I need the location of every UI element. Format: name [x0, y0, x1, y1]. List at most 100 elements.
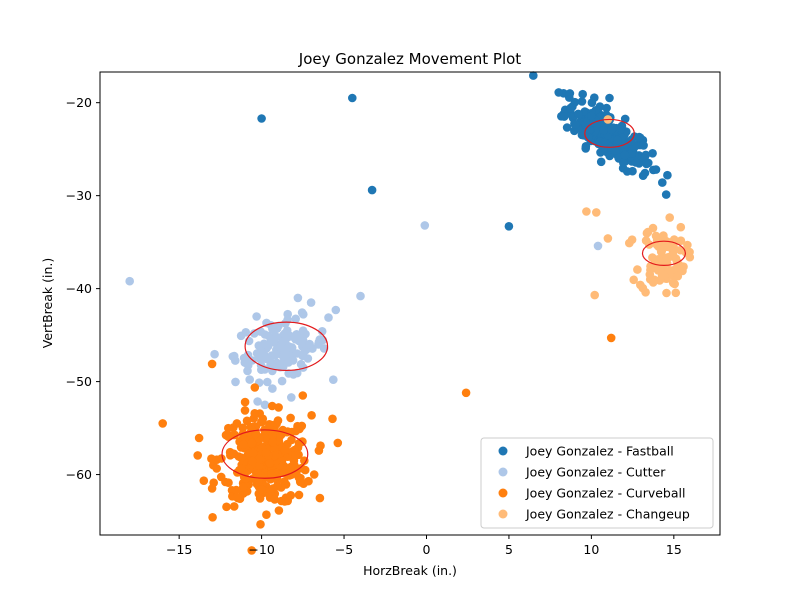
data-point [245, 375, 254, 384]
y-tick-label: −30 [66, 188, 92, 203]
data-point [683, 240, 692, 250]
ellipses-layer [221, 118, 686, 479]
data-point [263, 377, 272, 387]
data-point [666, 266, 675, 275]
data-point [248, 456, 257, 466]
y-tick-label: −40 [66, 281, 92, 296]
data-point [665, 213, 674, 222]
data-point [268, 484, 278, 493]
data-point [319, 344, 329, 353]
data-point [251, 429, 260, 439]
data-point [253, 397, 262, 406]
data-point [291, 451, 301, 460]
data-point [265, 420, 274, 429]
data-point [284, 342, 294, 351]
data-point [593, 241, 603, 251]
data-point [653, 254, 663, 264]
data-point [240, 397, 250, 407]
data-point [633, 265, 642, 274]
data-point [294, 439, 304, 448]
data-point [619, 158, 628, 167]
data-point [660, 271, 669, 280]
data-point [228, 352, 238, 361]
data-point [678, 266, 687, 276]
data-point [309, 470, 319, 479]
data-point [263, 341, 273, 351]
data-point [238, 482, 248, 492]
data-point [257, 114, 266, 123]
data-point [562, 123, 572, 132]
data-point [356, 291, 365, 301]
data-point [267, 469, 276, 479]
data-point [256, 520, 265, 529]
x-axis-label: HorzBreak (in.) [363, 563, 457, 578]
data-point [252, 312, 261, 321]
data-point [554, 88, 563, 97]
data-point [529, 71, 538, 80]
data-point [261, 434, 270, 443]
data-point [260, 400, 270, 410]
data-point [592, 208, 601, 217]
data-point [648, 149, 657, 158]
data-point [242, 416, 252, 426]
data-point [273, 416, 283, 425]
data-point [287, 435, 296, 445]
data-point [249, 448, 258, 458]
data-point [625, 238, 634, 248]
spread-ellipse [584, 118, 635, 148]
data-point [291, 314, 301, 324]
data-point [606, 333, 616, 343]
data-point [634, 132, 644, 142]
data-point [651, 165, 661, 174]
data-point [348, 93, 357, 103]
data-point [193, 451, 202, 460]
data-point [620, 150, 630, 160]
x-tick-label: 15 [666, 542, 682, 557]
data-point [247, 438, 257, 448]
legend-label: Joey Gonzalez - Curveball [525, 486, 685, 501]
data-point [285, 464, 295, 473]
data-point [642, 159, 651, 169]
data-point [504, 222, 514, 231]
data-point [269, 335, 279, 345]
data-point [240, 358, 250, 367]
x-tick-label: 10 [583, 542, 599, 557]
y-tick-label: −60 [66, 467, 92, 482]
data-point [571, 120, 580, 129]
data-point [333, 438, 343, 448]
data-point [676, 236, 686, 245]
data-point [268, 384, 277, 393]
data-point [329, 375, 338, 385]
data-point [676, 222, 686, 232]
data-point [585, 125, 595, 134]
data-point [631, 158, 641, 167]
legend-marker [498, 446, 508, 456]
data-point [298, 351, 307, 361]
data-point [250, 329, 259, 338]
data-point [652, 235, 662, 245]
data-point [587, 98, 597, 107]
data-point [295, 477, 305, 487]
data-point [294, 336, 304, 346]
data-point [305, 339, 314, 349]
data-point [314, 446, 324, 455]
data-point [643, 227, 653, 237]
data-point [277, 496, 286, 506]
data-point [262, 354, 271, 364]
data-point [224, 423, 233, 433]
data-point [566, 103, 575, 113]
data-point [234, 452, 243, 461]
data-point [291, 426, 301, 436]
data-point [222, 502, 231, 512]
legend-label: Joey Gonzalez - Changeup [525, 507, 690, 522]
data-point [638, 171, 648, 180]
data-point [294, 490, 304, 500]
data-point [610, 146, 620, 155]
data-point [663, 170, 672, 180]
data-point [659, 231, 668, 240]
data-point [208, 513, 217, 522]
data-point [261, 448, 271, 457]
data-points-layer [125, 71, 695, 555]
data-point [257, 485, 266, 494]
